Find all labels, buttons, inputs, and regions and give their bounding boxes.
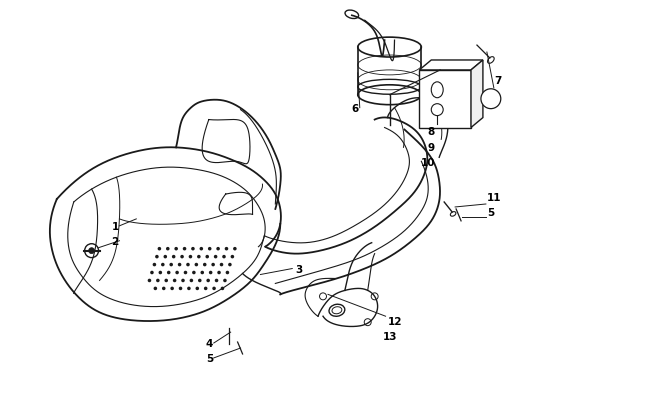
Circle shape	[225, 247, 228, 251]
Circle shape	[188, 255, 192, 259]
Text: 5: 5	[487, 207, 494, 217]
Circle shape	[223, 279, 227, 283]
Circle shape	[214, 279, 218, 283]
Circle shape	[431, 104, 443, 116]
Circle shape	[200, 271, 204, 275]
Text: 13: 13	[383, 331, 397, 341]
Text: 2: 2	[111, 236, 119, 246]
Ellipse shape	[431, 83, 443, 98]
Circle shape	[181, 279, 185, 283]
Polygon shape	[471, 61, 483, 128]
Circle shape	[217, 271, 221, 275]
Circle shape	[148, 279, 151, 283]
Circle shape	[214, 255, 217, 259]
Circle shape	[164, 279, 168, 283]
Circle shape	[205, 255, 209, 259]
Circle shape	[159, 271, 162, 275]
Circle shape	[207, 279, 210, 283]
Circle shape	[180, 255, 184, 259]
Text: 12: 12	[387, 316, 402, 326]
Circle shape	[164, 255, 167, 259]
Circle shape	[213, 287, 216, 290]
Bar	[419, 71, 471, 128]
Text: 6: 6	[352, 103, 359, 113]
Text: 8: 8	[427, 127, 435, 137]
Circle shape	[84, 244, 99, 258]
Circle shape	[233, 247, 237, 251]
Circle shape	[222, 255, 226, 259]
Circle shape	[183, 247, 187, 251]
Circle shape	[178, 263, 181, 267]
Circle shape	[170, 287, 174, 290]
Circle shape	[166, 247, 170, 251]
Text: 1: 1	[111, 221, 119, 231]
Circle shape	[157, 247, 161, 251]
Circle shape	[194, 263, 198, 267]
Circle shape	[204, 287, 207, 290]
Circle shape	[156, 279, 160, 283]
Circle shape	[155, 255, 159, 259]
Circle shape	[186, 263, 190, 267]
Circle shape	[179, 287, 182, 290]
Circle shape	[187, 287, 190, 290]
Text: 3: 3	[295, 264, 302, 274]
Polygon shape	[419, 61, 483, 71]
Circle shape	[216, 247, 220, 251]
Circle shape	[220, 287, 224, 290]
Circle shape	[170, 263, 173, 267]
Circle shape	[200, 247, 203, 251]
Circle shape	[220, 263, 224, 267]
Circle shape	[88, 248, 95, 254]
Text: 7: 7	[494, 76, 501, 85]
Circle shape	[209, 271, 213, 275]
Circle shape	[191, 247, 195, 251]
Circle shape	[176, 271, 179, 275]
Circle shape	[481, 90, 500, 109]
Text: 9: 9	[427, 143, 434, 153]
Circle shape	[198, 279, 202, 283]
Circle shape	[174, 247, 178, 251]
Circle shape	[153, 263, 156, 267]
Text: 11: 11	[487, 192, 501, 202]
Circle shape	[226, 271, 229, 275]
Circle shape	[162, 287, 166, 290]
Circle shape	[153, 287, 157, 290]
Circle shape	[192, 271, 196, 275]
Text: 5: 5	[206, 353, 213, 363]
Circle shape	[211, 263, 215, 267]
Text: 4: 4	[206, 338, 213, 348]
Circle shape	[172, 255, 176, 259]
Circle shape	[173, 279, 176, 283]
Text: 10: 10	[421, 158, 435, 168]
Circle shape	[184, 271, 187, 275]
Circle shape	[197, 255, 201, 259]
Circle shape	[196, 287, 199, 290]
Circle shape	[228, 263, 231, 267]
Circle shape	[161, 263, 164, 267]
Circle shape	[231, 255, 234, 259]
Circle shape	[190, 279, 193, 283]
Circle shape	[203, 263, 207, 267]
Circle shape	[167, 271, 170, 275]
Circle shape	[150, 271, 154, 275]
Circle shape	[208, 247, 211, 251]
